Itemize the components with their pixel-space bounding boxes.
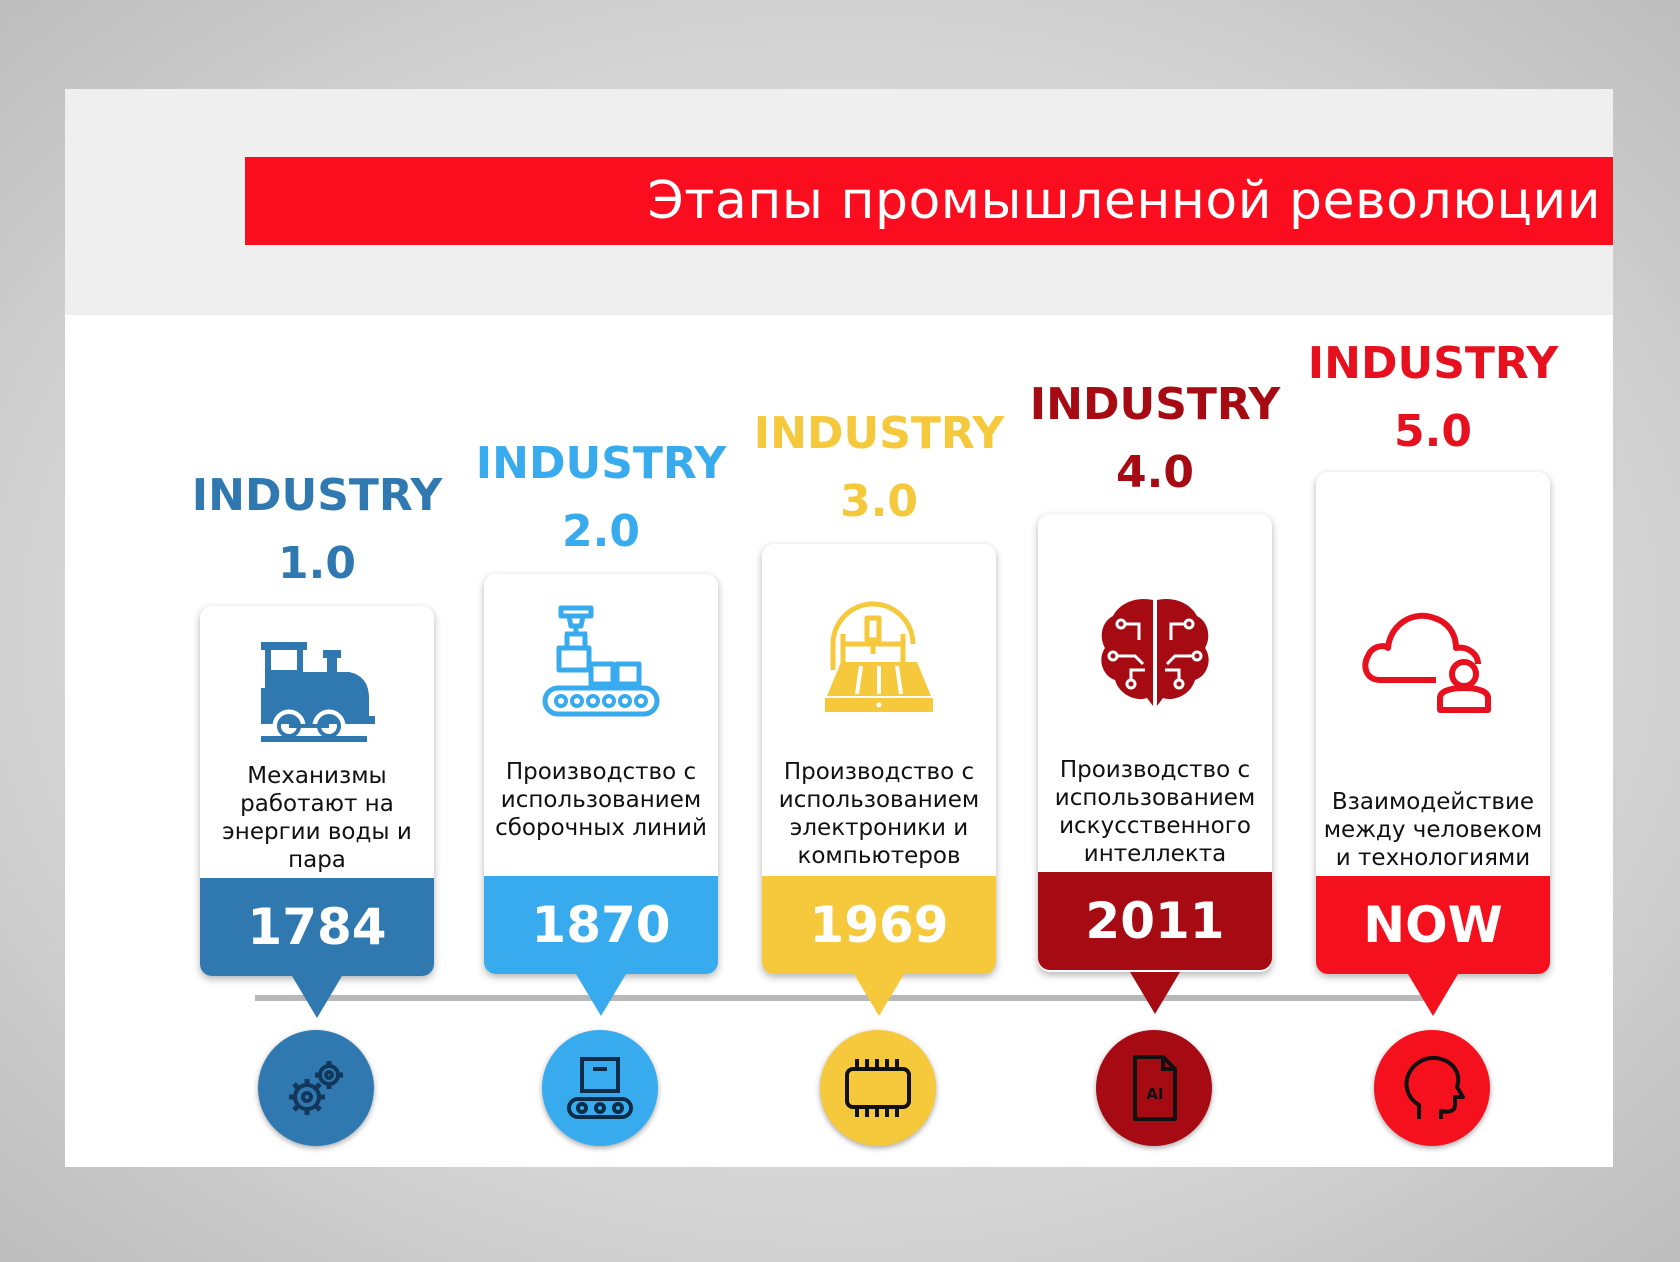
stage-year: 1870 xyxy=(484,876,718,974)
stage-circle xyxy=(1374,1030,1490,1146)
stage-year: NOW xyxy=(1316,876,1550,974)
year-pointer xyxy=(1408,974,1458,1016)
stage-circle xyxy=(542,1030,658,1146)
stage-heading: INDUSTRY 2.0 xyxy=(475,438,727,557)
stage-description: Производство с использованием электроник… xyxy=(778,759,980,869)
year-pointer xyxy=(292,976,342,1018)
stage-card: Производство с использованием искусствен… xyxy=(1038,514,1272,972)
ai-file-icon: AI xyxy=(1133,1055,1177,1121)
stage-heading: INDUSTRY 4.0 xyxy=(1029,379,1281,498)
title-banner: Этапы промышленной революции xyxy=(245,157,1613,245)
stage-circle xyxy=(820,1030,936,1146)
stage-circle xyxy=(258,1030,374,1146)
year-pointer xyxy=(854,974,904,1016)
conveyor-box-icon xyxy=(567,1057,633,1119)
ai-file-label: AI xyxy=(1146,1085,1163,1103)
stage-description: Механизмы работают на энергии воды и пар… xyxy=(222,763,412,873)
assembly-line-icon xyxy=(542,605,660,717)
stage-circle: AI xyxy=(1096,1030,1212,1146)
stage-heading: INDUSTRY 3.0 xyxy=(753,408,1005,527)
stage-heading: INDUSTRY 5.0 xyxy=(1307,338,1559,457)
page-title: Этапы промышленной революции xyxy=(647,171,1601,231)
gears-icon xyxy=(289,1061,343,1115)
stage-year: 2011 xyxy=(1038,872,1272,970)
stage-card: Производство с использованием сборочных … xyxy=(484,574,718,974)
human-head-icon xyxy=(1404,1056,1465,1119)
stage-card: Производство с использованием электроник… xyxy=(762,544,996,974)
microchip-icon xyxy=(845,1059,911,1117)
stage-description: Взаимодействие между человеком и техноло… xyxy=(1323,789,1543,871)
stage-card: Взаимодействие между человеком и техноло… xyxy=(1316,472,1550,974)
circuit-brain-icon xyxy=(1101,598,1209,706)
stage-description: Производство с использованием искусствен… xyxy=(1054,757,1256,867)
stage-heading: INDUSTRY 1.0 xyxy=(191,470,443,589)
stage-year: 1969 xyxy=(762,876,996,974)
cloud-user-icon xyxy=(1362,612,1491,713)
stage-card: Механизмы работают на энергии воды и пар… xyxy=(200,606,434,976)
timeline-line xyxy=(255,995,1439,1001)
year-pointer xyxy=(576,974,626,1016)
stage-description: Производство с использованием сборочных … xyxy=(495,759,707,841)
cnc-machine-icon xyxy=(825,601,933,712)
stage-year: 1784 xyxy=(200,878,434,976)
steam-locomotive-icon xyxy=(261,642,375,743)
year-pointer xyxy=(1130,972,1180,1014)
